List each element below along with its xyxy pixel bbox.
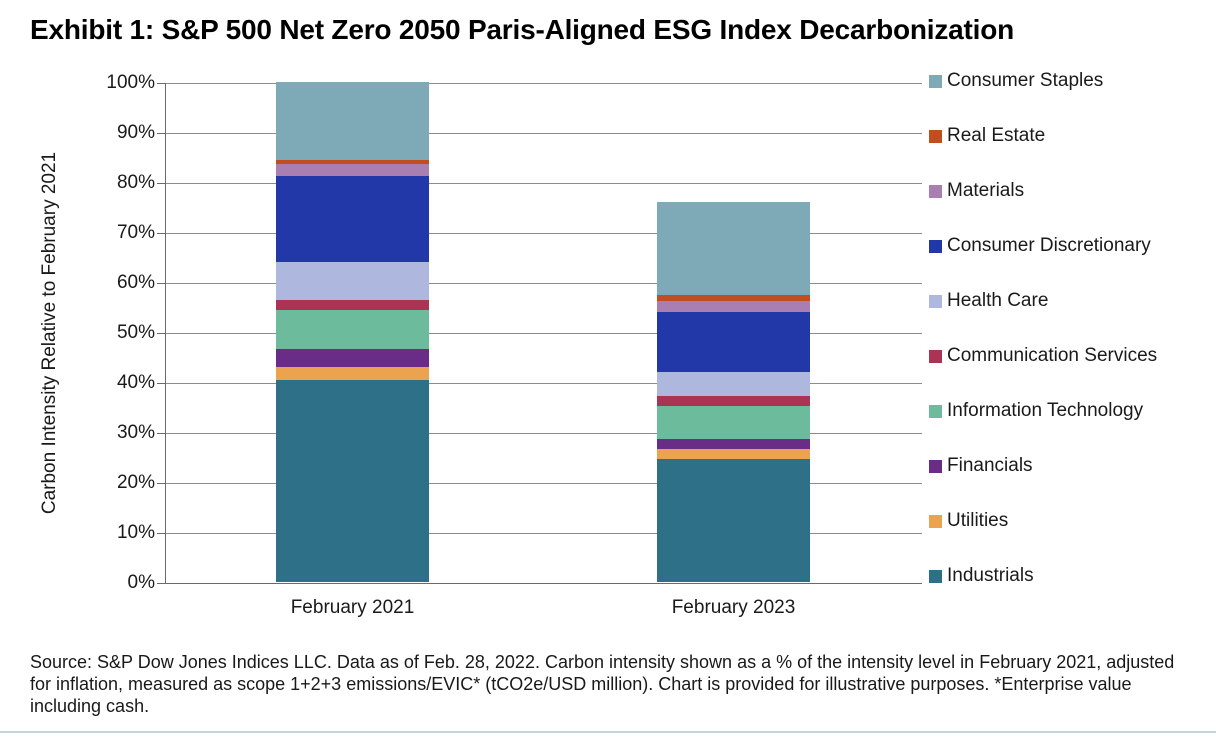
bar-segment-consumer-discretionary: [657, 311, 810, 372]
bar-segment-communication-services: [657, 395, 810, 406]
bar-segment-consumer-staples: [276, 82, 429, 160]
exhibit-title: Exhibit 1: S&P 500 Net Zero 2050 Paris-A…: [30, 14, 1015, 45]
gridline: [165, 433, 922, 434]
legend-label: Consumer Discretionary: [947, 235, 1151, 256]
gridline: [165, 83, 922, 84]
bar-segment-financials: [276, 348, 429, 367]
legend-swatch-icon: [929, 459, 942, 473]
legend-swatch-icon: [929, 404, 942, 418]
y-tick-label: 80%: [116, 172, 155, 193]
y-tick-mark: [157, 183, 165, 184]
bar-segment-consumer-discretionary: [276, 175, 429, 262]
source-note: Source: S&P Dow Jones Indices LLC. Data …: [30, 652, 1175, 716]
bar-segment-information-technology: [657, 405, 810, 439]
bar-segment-communication-services: [276, 299, 429, 310]
legend-label: Materials: [947, 180, 1025, 201]
bar-segment-health-care: [276, 262, 429, 300]
legend-item-industrials: Industrials: [929, 563, 1034, 589]
y-tick-label: 50%: [116, 322, 155, 343]
bar-segment-materials: [657, 300, 810, 312]
legend-label: Industrials: [947, 565, 1034, 586]
y-tick-label: 0%: [127, 572, 155, 593]
bar-segment-real-estate: [657, 294, 810, 301]
x-axis-line: [165, 583, 922, 584]
legend-swatch-icon: [929, 184, 942, 198]
gridline: [165, 183, 922, 184]
bar-segment-information-technology: [276, 309, 429, 349]
y-tick-mark: [157, 533, 165, 534]
bottom-divider-line: [0, 731, 1216, 733]
y-tick-label: 70%: [116, 222, 155, 243]
bar-segment-health-care: [657, 371, 810, 396]
legend-item-materials: Materials: [929, 178, 1024, 204]
y-tick-label: 20%: [116, 472, 155, 493]
legend-item-communication-services: Communication Services: [929, 343, 1157, 369]
x-axis-label: February 2023: [671, 597, 796, 618]
y-tick-mark: [157, 333, 165, 334]
bar-segment-real-estate: [276, 159, 429, 164]
legend-swatch-icon: [929, 129, 942, 143]
legend-label: Utilities: [947, 510, 1009, 531]
legend-swatch-icon: [929, 74, 942, 88]
y-tick-label: 30%: [116, 422, 155, 443]
y-tick-mark: [157, 433, 165, 434]
gridline: [165, 133, 922, 134]
y-tick-label: 40%: [116, 372, 155, 393]
legend-swatch-icon: [929, 514, 942, 528]
legend-label: Communication Services: [947, 345, 1158, 366]
legend-swatch-icon: [929, 239, 942, 253]
y-tick-label: 90%: [116, 122, 155, 143]
y-tick-mark: [157, 283, 165, 284]
stacked-bar: [657, 202, 810, 582]
y-tick-mark: [157, 233, 165, 234]
legend-item-utilities: Utilities: [929, 508, 1008, 534]
legend-item-financials: Financials: [929, 453, 1033, 479]
gridline: [165, 233, 922, 234]
legend-swatch-icon: [929, 294, 942, 308]
y-tick-mark: [157, 383, 165, 384]
gridline: [165, 533, 922, 534]
y-tick-mark: [157, 83, 165, 84]
gridline: [165, 333, 922, 334]
bar-segment-utilities: [657, 448, 810, 459]
gridline: [165, 283, 922, 284]
bar-segment-utilities: [276, 367, 429, 380]
legend-label: Financials: [947, 455, 1033, 476]
bar-segment-industrials: [657, 458, 810, 582]
legend-item-consumer-staples: Consumer Staples: [929, 68, 1103, 94]
legend-item-information-technology: Information Technology: [929, 398, 1143, 424]
y-axis-title-text: Carbon Intensity Relative to February 20…: [39, 151, 61, 515]
gridline: [165, 483, 922, 484]
legend-label: Real Estate: [947, 125, 1046, 146]
legend-item-real-estate: Real Estate: [929, 123, 1045, 149]
y-tick-mark: [157, 133, 165, 134]
gridline: [165, 383, 922, 384]
plot-area: [165, 82, 922, 584]
legend-item-consumer-discretionary: Consumer Discretionary: [929, 233, 1151, 259]
y-axis-line: [165, 83, 166, 584]
bar-segment-materials: [276, 163, 429, 176]
y-tick-mark: [157, 583, 165, 584]
y-tick-label: 100%: [106, 72, 155, 93]
legend-item-health-care: Health Care: [929, 288, 1048, 314]
bar-segment-financials: [657, 438, 810, 449]
bar-segment-consumer-staples: [657, 202, 810, 295]
y-tick-mark: [157, 483, 165, 484]
y-tick-label: 60%: [116, 272, 155, 293]
x-axis-label: February 2021: [290, 597, 415, 618]
legend-swatch-icon: [929, 569, 942, 583]
legend-swatch-icon: [929, 349, 942, 363]
y-tick-label: 10%: [116, 522, 155, 543]
stacked-bar: [276, 82, 429, 582]
legend-label: Consumer Staples: [947, 70, 1104, 91]
legend-label: Health Care: [947, 290, 1049, 311]
legend-label: Information Technology: [947, 400, 1144, 421]
bar-segment-industrials: [276, 379, 429, 582]
